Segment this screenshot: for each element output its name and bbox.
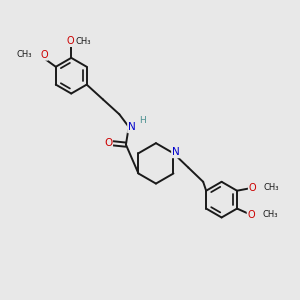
Text: CH₃: CH₃ xyxy=(262,210,278,219)
Text: O: O xyxy=(249,183,256,193)
Text: CH₃: CH₃ xyxy=(263,183,279,192)
Text: N: N xyxy=(172,147,180,158)
Text: O: O xyxy=(66,36,74,46)
Text: O: O xyxy=(104,138,112,148)
Text: N: N xyxy=(128,122,136,132)
Text: O: O xyxy=(40,50,48,60)
Text: H: H xyxy=(139,116,146,125)
Text: CH₃: CH₃ xyxy=(17,50,32,59)
Text: O: O xyxy=(248,210,255,220)
Text: CH₃: CH₃ xyxy=(76,37,92,46)
